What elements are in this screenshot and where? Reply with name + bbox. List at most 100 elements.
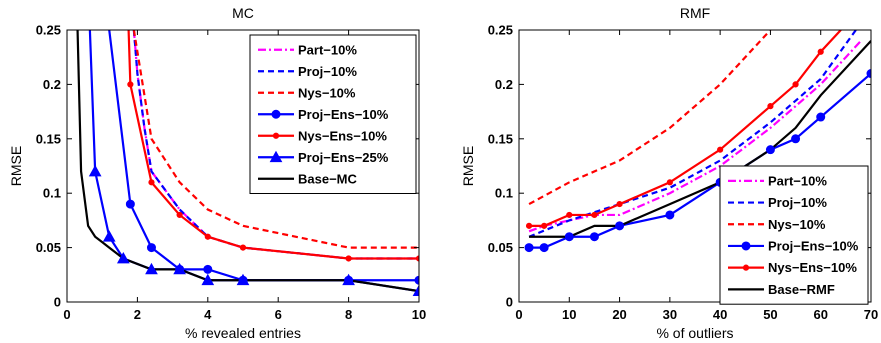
x-tick-label: 6 xyxy=(275,307,282,322)
series-line-4 xyxy=(127,30,419,260)
y-tick-label: 0.05 xyxy=(488,240,513,255)
data-point xyxy=(866,69,871,79)
data-point xyxy=(765,145,775,155)
data-point xyxy=(102,230,116,242)
y-tick-label: 0.2 xyxy=(43,77,61,92)
series-line-2 xyxy=(132,30,419,249)
x-tick-label: 4 xyxy=(204,307,212,322)
data-point xyxy=(127,81,134,88)
data-point xyxy=(414,275,419,285)
x-tick-label: 0 xyxy=(515,307,522,322)
chart-rmf: 0 10 20 30 40 50 60 70 0 0.05 0.1 0.15 0.2 0.25 RMF % o… xyxy=(460,5,878,341)
y-tick-label: 0 xyxy=(54,295,61,310)
data-point xyxy=(345,255,352,262)
chart-title: RMF xyxy=(680,5,710,21)
data-point xyxy=(616,200,623,208)
series-line-1 xyxy=(132,30,419,260)
legend-label: Proj−Ens−25% xyxy=(298,150,389,165)
y-axis-label: RMSE xyxy=(8,146,24,186)
y-tick-label: 0.15 xyxy=(36,131,61,146)
chart-mc: 0 2 4 6 8 10 0 0.05 0.1 0.15 0.2 0.25 MC % revealed e… xyxy=(8,5,426,341)
data-point xyxy=(203,264,213,274)
data-point xyxy=(591,211,598,219)
legend-marker xyxy=(272,132,280,139)
legend-marker xyxy=(741,241,751,251)
legend: Part−10% Proj−10% Nys−10% Proj−Ens−10% Nys−E… xyxy=(249,34,417,194)
data-point xyxy=(525,222,533,229)
y-tick-label: 0.1 xyxy=(495,186,513,201)
data-point xyxy=(146,243,156,253)
legend-label: Part−10% xyxy=(298,42,357,57)
x-tick-label: 30 xyxy=(663,307,677,322)
series-line-2 xyxy=(528,30,772,206)
data-point xyxy=(666,179,673,186)
y-tick-label: 0.25 xyxy=(488,23,513,38)
data-point xyxy=(125,199,135,209)
x-tick-label: 0 xyxy=(63,307,70,322)
x-tick-label: 40 xyxy=(713,307,727,322)
data-point xyxy=(717,146,724,153)
y-tick-label: 0 xyxy=(506,295,513,310)
plot-area xyxy=(524,30,871,253)
data-point xyxy=(615,221,625,231)
data-point xyxy=(116,251,130,264)
legend-label: Base−MC xyxy=(298,171,357,186)
data-point xyxy=(817,48,824,55)
data-point xyxy=(767,103,774,110)
data-point xyxy=(524,243,534,253)
series-line-1 xyxy=(528,30,857,238)
x-axis-label: % revealed entries xyxy=(185,325,301,341)
x-tick-label: 2 xyxy=(134,307,141,322)
data-point xyxy=(204,233,211,240)
x-tick-label: 60 xyxy=(813,307,827,322)
legend-box xyxy=(719,165,869,305)
data-point xyxy=(412,284,419,297)
legend-label: Proj−10% xyxy=(768,195,827,210)
legend-label: Nys−10% xyxy=(298,85,356,100)
data-point xyxy=(239,244,247,251)
data-point xyxy=(541,222,548,229)
data-point xyxy=(564,232,574,242)
axes-frame xyxy=(66,29,420,303)
x-tick-label: 10 xyxy=(412,307,426,322)
series-line-5 xyxy=(529,40,871,238)
y-tick-label: 0.1 xyxy=(43,186,61,201)
x-tick-label: 8 xyxy=(345,307,352,322)
axes-frame xyxy=(518,29,872,303)
data-point xyxy=(665,210,675,220)
legend-label: Nys−Ens−10% xyxy=(768,260,857,275)
plot-area xyxy=(76,30,419,297)
legend-label: Nys−Ens−10% xyxy=(298,128,387,143)
data-point xyxy=(236,273,250,286)
legend-label: Proj−Ens−10% xyxy=(768,238,859,253)
legend-label: Base−RMF xyxy=(768,282,835,297)
y-tick-label: 0.15 xyxy=(488,131,513,146)
data-point xyxy=(176,211,183,219)
legend-marker xyxy=(742,264,750,271)
y-tick-label: 0.05 xyxy=(36,240,61,255)
legend-label: Part−10% xyxy=(768,173,827,188)
y-axis-label: RMSE xyxy=(460,146,476,186)
y-tick-label: 0.2 xyxy=(495,77,513,92)
series-line-0 xyxy=(528,40,862,233)
x-tick-label: 50 xyxy=(763,307,777,322)
data-point xyxy=(88,164,102,177)
data-point xyxy=(173,262,186,275)
data-point xyxy=(816,112,826,122)
legend-marker xyxy=(271,109,281,119)
legend-label: Proj−Ens−10% xyxy=(298,107,389,122)
data-point xyxy=(145,262,158,275)
legend: Part−10% Proj−10% Nys−10% Proj−Ens−10% Nys−E… xyxy=(719,165,869,305)
x-tick-label: 70 xyxy=(864,307,878,322)
data-point xyxy=(589,232,599,242)
data-point xyxy=(342,273,355,286)
data-point xyxy=(148,179,155,186)
legend-label: Nys−10% xyxy=(768,217,826,232)
data-point xyxy=(792,81,799,88)
chart-title: MC xyxy=(232,5,254,21)
data-point xyxy=(201,273,215,286)
data-point xyxy=(539,243,549,253)
data-point xyxy=(566,211,573,219)
x-axis-label: % of outliers xyxy=(656,325,733,341)
